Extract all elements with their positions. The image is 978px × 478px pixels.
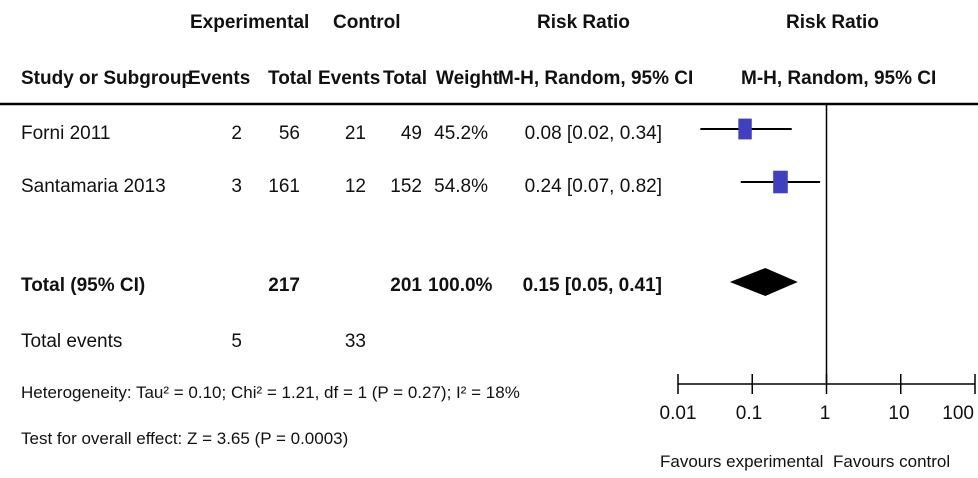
axis-tick-label: 0.01	[659, 403, 697, 424]
total-weight: 100.0%	[428, 275, 493, 296]
total-ci-text: 0.15 [0.05, 0.41]	[522, 275, 662, 296]
study-total-control: 49	[400, 123, 422, 144]
total-events-label: Total events	[21, 331, 123, 352]
header-risk-ratio: Risk Ratio	[537, 12, 630, 33]
study-events-control: 12	[344, 176, 366, 197]
study-point-estimate	[738, 118, 752, 140]
favours-experimental-label: Favours experimental	[660, 452, 824, 471]
study-point-estimate	[773, 170, 788, 194]
study-name: Forni 2011	[21, 123, 111, 144]
header-plot-risk-ratio: Risk Ratio	[786, 12, 879, 33]
study-name: Santamaria 2013	[21, 176, 166, 197]
study-total-experimental: 161	[268, 176, 300, 197]
total-total-control: 201	[390, 275, 422, 296]
total-total-experimental: 217	[268, 275, 300, 296]
study-weight: 54.8%	[434, 176, 488, 197]
study-ci-text: 0.08 [0.02, 0.34]	[524, 123, 662, 144]
header-method: M-H, Random, 95% CI	[498, 68, 694, 89]
header-events-experimental: Events	[188, 68, 251, 89]
header-group-experimental: Experimental	[190, 12, 310, 33]
header-group-control: Control	[333, 12, 401, 33]
header-total-control: Total	[383, 68, 427, 89]
total-events-experimental: 5	[231, 331, 242, 352]
header-weight: Weight	[436, 68, 499, 89]
axis-tick-label: 100	[942, 403, 974, 424]
pooled-estimate-diamond	[729, 268, 798, 296]
study-events-experimental: 3	[231, 176, 242, 197]
header-study-or-subgroup: Study or Subgroup	[21, 68, 194, 89]
axis-tick-label: 10	[888, 403, 910, 424]
study-events-control: 21	[344, 123, 366, 144]
total-events-control: 33	[344, 331, 366, 352]
header-plot-method: M-H, Random, 95% CI	[741, 68, 937, 89]
heterogeneity-text: Heterogeneity: Tau² = 0.10; Chi² = 1.21,…	[21, 383, 520, 402]
axis-tick-label: 1	[819, 403, 831, 424]
study-total-control: 152	[390, 176, 422, 197]
header-total-experimental: Total	[268, 68, 312, 89]
total-name: Total (95% CI)	[21, 275, 146, 296]
header-events-control: Events	[318, 68, 381, 89]
study-ci-text: 0.24 [0.07, 0.82]	[524, 176, 662, 197]
study-weight: 45.2%	[434, 123, 488, 144]
favours-control-label: Favours control	[833, 452, 951, 471]
axis-tick-label: 0.1	[735, 403, 763, 424]
overall-effect-text: Test for overall effect: Z = 3.65 (P = 0…	[21, 429, 349, 448]
study-events-experimental: 2	[231, 123, 242, 144]
study-total-experimental: 56	[278, 123, 300, 144]
